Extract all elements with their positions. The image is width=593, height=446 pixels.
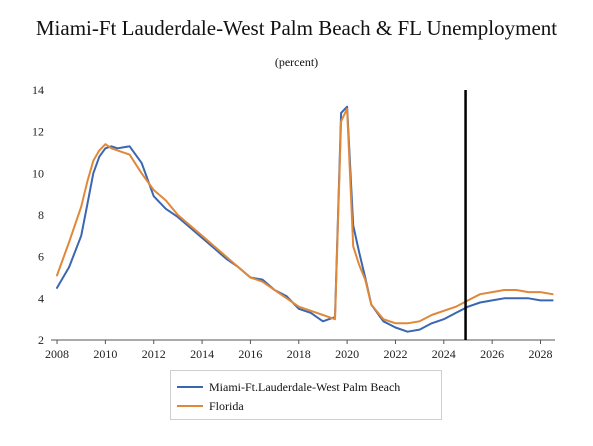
x-tick-label: 2028 xyxy=(528,347,552,361)
y-tick-label: 4 xyxy=(38,291,44,305)
y-tick-label: 6 xyxy=(38,250,44,264)
x-tick-label: 2012 xyxy=(142,347,166,361)
y-tick-label: 8 xyxy=(38,208,44,222)
y-tick-label: 2 xyxy=(38,333,44,347)
legend-label-miami: Miami-Ft.Lauderdale-West Palm Beach xyxy=(209,379,401,394)
x-tick-label: 2024 xyxy=(432,347,456,361)
legend: Miami-Ft.Lauderdale-West Palm Beach Flor… xyxy=(170,370,442,420)
y-tick-label: 10 xyxy=(32,166,44,180)
legend-label-florida: Florida xyxy=(209,398,244,413)
series-line-miami xyxy=(56,105,554,333)
x-tick-label: 2010 xyxy=(93,347,117,361)
legend-swatch-miami xyxy=(177,386,203,388)
x-tick-label: 2008 xyxy=(45,347,69,361)
x-tick-label: 2022 xyxy=(383,347,407,361)
chart-title: Miami-Ft Lauderdale-West Palm Beach & FL… xyxy=(35,16,558,40)
y-tick-label: 12 xyxy=(32,125,44,139)
x-tick-label: 2016 xyxy=(238,347,262,361)
legend-item-florida: Florida xyxy=(177,398,244,414)
series-lines xyxy=(56,105,554,333)
x-tick-label: 2026 xyxy=(480,347,504,361)
y-tick-label: 14 xyxy=(32,83,44,97)
series-line-florida xyxy=(56,107,554,325)
chart-subtitle: (percent) xyxy=(274,55,319,69)
x-tick-label: 2018 xyxy=(287,347,311,361)
x-tick-label: 2020 xyxy=(335,347,359,361)
legend-swatch-florida xyxy=(177,405,203,407)
legend-item-miami: Miami-Ft.Lauderdale-West Palm Beach xyxy=(177,379,400,395)
axes: 2 4 6 8 10 12 14 2008 2010 2012 2014 2016 2018 2020 20… xyxy=(32,83,555,361)
x-tick-label: 2014 xyxy=(190,347,214,361)
